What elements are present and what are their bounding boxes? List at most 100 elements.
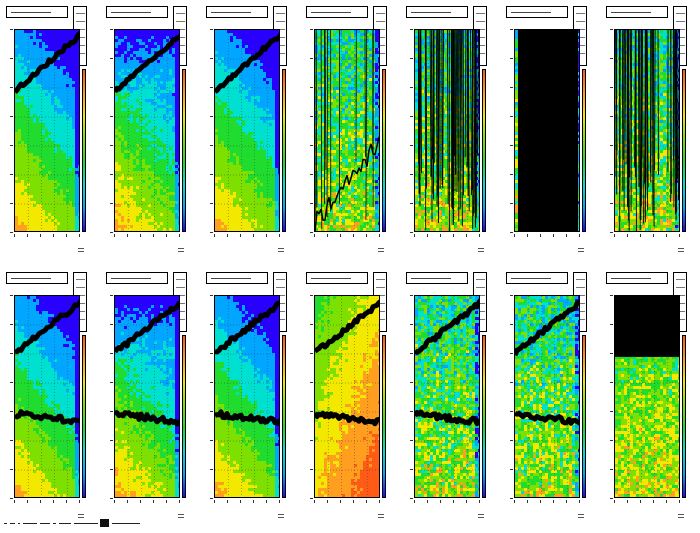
heatmap-cell	[269, 231, 272, 232]
heatmap-cell	[236, 165, 239, 168]
heatmap-cell	[254, 138, 257, 141]
heatmap-cell	[269, 153, 272, 156]
heatmap-cell	[118, 69, 121, 72]
heatmap-cell	[230, 195, 233, 198]
heatmap-cell	[227, 144, 230, 147]
heatmap-cell	[275, 192, 278, 195]
heatmap-cell	[245, 201, 248, 204]
heatmap-cell	[136, 183, 139, 186]
heatmap-cell	[124, 189, 127, 192]
heatmap-cell	[257, 207, 260, 210]
heatmap-cell	[163, 225, 166, 228]
heatmap-cell	[157, 69, 160, 72]
panel-title-line	[311, 12, 351, 13]
heatmap-cell	[266, 147, 269, 150]
heatmap-cell	[169, 210, 172, 213]
heatmap-cell	[175, 198, 178, 201]
heatmap-cell	[51, 183, 54, 186]
heatmap-cell	[24, 165, 27, 168]
heatmap-cell	[166, 129, 169, 132]
heatmap-cell	[30, 135, 33, 138]
heatmap-cell	[42, 174, 45, 177]
heatmap-cell	[27, 210, 30, 213]
heatmap-cell	[45, 129, 48, 132]
heatmap-cell	[369, 42, 372, 45]
heatmap-cell	[21, 207, 24, 210]
heatmap-cell	[45, 162, 48, 165]
heatmap-cell	[118, 63, 121, 66]
heatmap-cell	[263, 186, 266, 189]
heatmap-cell	[30, 174, 33, 177]
heatmap-cell	[169, 129, 172, 132]
heatmap-cell	[166, 186, 169, 189]
heatmap-cell	[160, 129, 163, 132]
heatmap-cell	[175, 171, 178, 174]
heatmap-cell	[218, 228, 221, 231]
heatmap-cell	[245, 75, 248, 78]
heatmap-cell	[151, 30, 154, 33]
heatmap-cell	[248, 204, 251, 207]
heatmap-cell	[169, 222, 172, 225]
heatmap-cell	[51, 168, 54, 171]
heatmap-cell	[63, 132, 66, 135]
heatmap-cell	[230, 90, 233, 93]
heatmap-cell	[266, 213, 269, 216]
heatmap-cell	[72, 51, 75, 54]
heatmap-cell	[218, 159, 221, 162]
heatmap-cell	[66, 216, 69, 219]
heatmap-cell	[72, 60, 75, 63]
heatmap-cell	[66, 141, 69, 144]
heatmap-cell	[30, 165, 33, 168]
heatmap-cell	[130, 141, 133, 144]
heatmap-cell	[15, 33, 18, 36]
heatmap-cell	[66, 51, 69, 54]
heatmap-cell	[157, 165, 160, 168]
heatmap-cell	[30, 123, 33, 126]
heatmap-cell	[66, 39, 69, 42]
heatmap-cell	[233, 36, 236, 39]
heatmap-cell	[121, 39, 124, 42]
heatmap-cell	[39, 75, 42, 78]
heatmap-cell	[66, 60, 69, 63]
heatmap-cell	[175, 111, 178, 114]
heatmap-cell	[78, 150, 79, 153]
heatmap-cell	[245, 204, 248, 207]
heatmap-cell	[133, 207, 136, 210]
heatmap-cell	[136, 54, 139, 57]
heatmap-cell	[45, 198, 48, 201]
heatmap-cell	[48, 225, 51, 228]
heatmap-cell	[175, 30, 178, 33]
heatmap-cell	[224, 117, 227, 120]
heatmap-cell	[115, 177, 118, 180]
heatmap-cell	[45, 174, 48, 177]
heatmap-cell	[139, 51, 142, 54]
heatmap-cell	[224, 60, 227, 63]
heatmap-cell	[151, 54, 154, 57]
heatmap-cell	[236, 171, 239, 174]
heatmap-cell	[145, 159, 148, 162]
heatmap-cell	[30, 177, 33, 180]
heatmap-cell	[163, 90, 166, 93]
heatmap-cell	[72, 33, 75, 36]
heatmap-cell	[166, 165, 169, 168]
heatmap-cell	[142, 45, 145, 48]
heatmap-cell	[27, 174, 30, 177]
heatmap-cell	[30, 126, 33, 129]
heatmap-cell	[69, 189, 72, 192]
heatmap-cell	[133, 177, 136, 180]
heatmap-cell	[248, 102, 251, 105]
heatmap-cell	[72, 132, 75, 135]
heatmap-cell	[36, 183, 39, 186]
heatmap-cell	[169, 207, 172, 210]
heatmap-cell	[224, 75, 227, 78]
heatmap-cell	[169, 51, 172, 54]
heatmap-cell	[63, 99, 66, 102]
heatmap-cell	[127, 207, 130, 210]
heatmap-cell	[121, 147, 124, 150]
heatmap-cell	[227, 183, 230, 186]
heatmap-cell	[33, 189, 36, 192]
heatmap-cell	[354, 72, 357, 75]
heatmap-cell	[24, 93, 27, 96]
heatmap-cell	[15, 180, 18, 183]
heatmap-cell	[266, 144, 269, 147]
